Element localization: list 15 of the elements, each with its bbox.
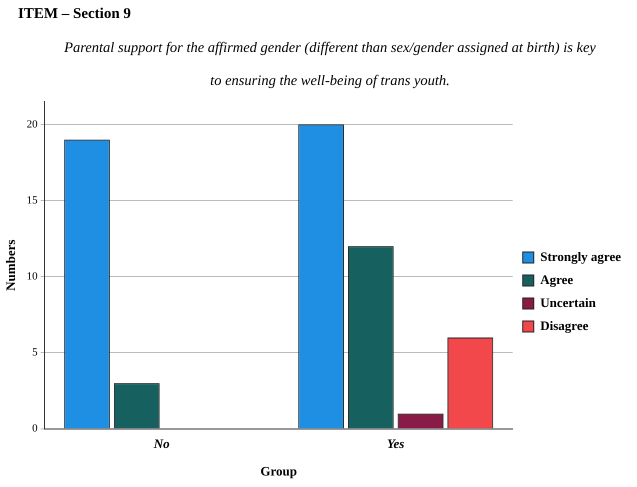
- y-tick-label: 20: [26, 118, 38, 130]
- x-axis-title: Group: [260, 464, 297, 479]
- chart-title: ITEM – Section 9: [18, 6, 131, 23]
- x-tick-label: No: [152, 436, 170, 451]
- y-tick-label: 5: [32, 346, 38, 359]
- legend-label: Uncertain: [540, 294, 597, 310]
- y-tick-label: 15: [26, 194, 38, 206]
- x-tick-label: Yes: [387, 436, 404, 451]
- legend-label: Strongly agree: [540, 248, 622, 264]
- legend-label: Disagree: [540, 318, 589, 333]
- y-tick-label: 0: [32, 422, 38, 435]
- y-tick-label: 10: [26, 270, 38, 283]
- chart-subtitle: Parental support for the affirmed gender (different than sex/gender assigned at birth) is key to ensuring the well-being of trans youth.: [63, 39, 597, 91]
- y-axis-title: Numbers: [3, 240, 18, 291]
- legend-label: Agree: [540, 272, 574, 287]
